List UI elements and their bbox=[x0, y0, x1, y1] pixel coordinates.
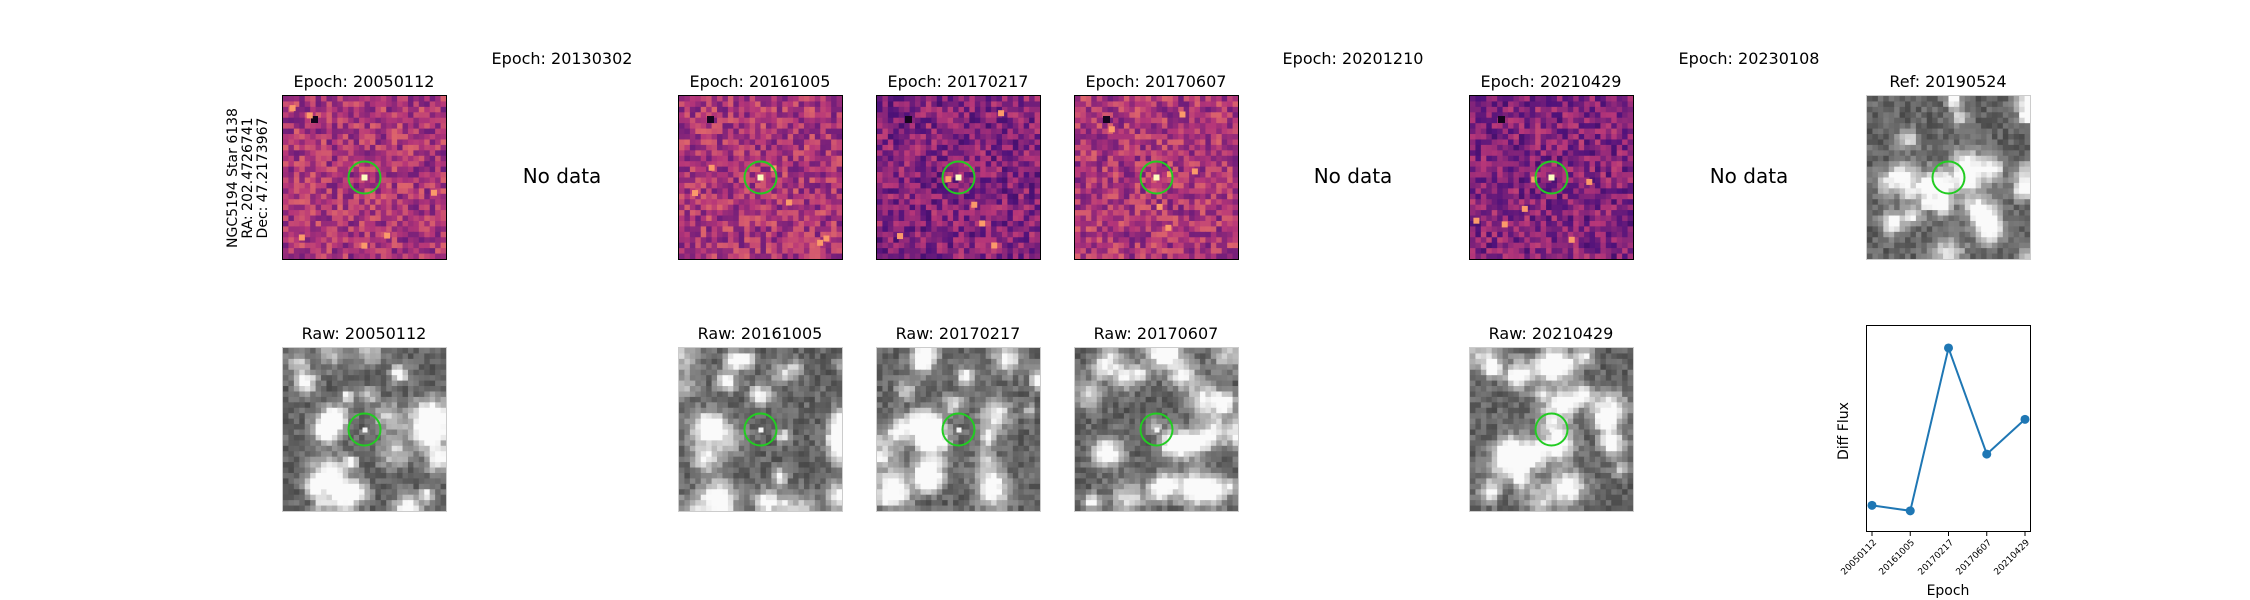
diff-image-3[interactable] bbox=[678, 95, 843, 260]
aperture-circle bbox=[1139, 412, 1174, 447]
no-data-label-8: No data bbox=[1709, 164, 1789, 188]
diff-image-1[interactable] bbox=[282, 95, 447, 260]
x-tick-label-20161005: 20161005 bbox=[1877, 538, 1918, 578]
raw-title-2: Raw: 20161005 bbox=[697, 324, 823, 343]
aperture-circle bbox=[743, 412, 778, 447]
data-point-20170607[interactable] bbox=[1982, 449, 1992, 459]
diff-title-7: Epoch: 20210429 bbox=[1480, 72, 1622, 91]
aperture-circle bbox=[941, 160, 976, 195]
data-point-20210429[interactable] bbox=[2020, 414, 2030, 424]
diff-title-2: Epoch: 20130302 bbox=[491, 49, 633, 68]
data-point-20050112[interactable] bbox=[1867, 500, 1877, 510]
aperture-circle bbox=[743, 160, 778, 195]
x-tick-label-20050112: 20050112 bbox=[1839, 538, 1880, 578]
aperture-circle bbox=[941, 412, 976, 447]
x-tick-label-20170607: 20170607 bbox=[1954, 538, 1994, 578]
aperture-circle bbox=[1139, 160, 1174, 195]
diff-image-5[interactable] bbox=[1074, 95, 1239, 260]
aperture-circle bbox=[1931, 160, 1966, 195]
star-id-label: NGC5194 Star 6138 RA: 202.4726741 Dec: 4… bbox=[225, 108, 271, 248]
data-point-20161005[interactable] bbox=[1905, 506, 1915, 516]
diff-title-4: Epoch: 20170217 bbox=[887, 72, 1029, 91]
data-point-20170217[interactable] bbox=[1944, 343, 1953, 353]
star-ra: RA: 202.4726741 bbox=[240, 117, 256, 239]
chart-plot bbox=[1867, 343, 2030, 536]
raw-image-3[interactable] bbox=[876, 347, 1041, 512]
diff-title-3: Epoch: 20161005 bbox=[689, 72, 831, 91]
x-tick-label-20210429: 20210429 bbox=[1992, 538, 2033, 578]
ref-title: Ref: 20190524 bbox=[1889, 72, 2007, 91]
chart-xlabel: Epoch bbox=[1926, 583, 1970, 599]
raw-title-4: Raw: 20170607 bbox=[1093, 324, 1219, 343]
star-name: NGC5194 Star 6138 bbox=[225, 108, 241, 248]
aperture-circle bbox=[1534, 412, 1569, 447]
raw-title-3: Raw: 20170217 bbox=[895, 324, 1021, 343]
chart-ylabel: Diff Flux bbox=[1836, 402, 1852, 460]
x-tick-label-20170217: 20170217 bbox=[1916, 538, 1956, 578]
diff-image-4[interactable] bbox=[876, 95, 1041, 260]
diff-title-6: Epoch: 20201210 bbox=[1282, 49, 1424, 68]
series-line bbox=[1871, 344, 2026, 512]
diff-title-1: Epoch: 20050112 bbox=[293, 72, 435, 91]
raw-image-4[interactable] bbox=[1074, 347, 1239, 512]
ref-image[interactable] bbox=[1866, 95, 2031, 260]
diff-title-5: Epoch: 20170607 bbox=[1085, 72, 1227, 91]
raw-image-2[interactable] bbox=[678, 347, 843, 512]
raw-title-1: Raw: 20050112 bbox=[301, 324, 427, 343]
aperture-circle bbox=[347, 412, 382, 447]
raw-title-5: Raw: 20210429 bbox=[1488, 324, 1614, 343]
no-data-label-6: No data bbox=[1313, 164, 1393, 188]
raw-image-5[interactable] bbox=[1469, 347, 1634, 512]
chart-frame bbox=[1866, 325, 2031, 532]
aperture-circle bbox=[1534, 160, 1569, 195]
diff-title-8: Epoch: 20230108 bbox=[1678, 49, 1820, 68]
aperture-circle bbox=[347, 160, 382, 195]
raw-image-1[interactable] bbox=[282, 347, 447, 512]
diff-image-7[interactable] bbox=[1469, 95, 1634, 260]
star-dec: Dec: 47.2173967 bbox=[255, 117, 271, 239]
no-data-label-2: No data bbox=[522, 164, 602, 188]
